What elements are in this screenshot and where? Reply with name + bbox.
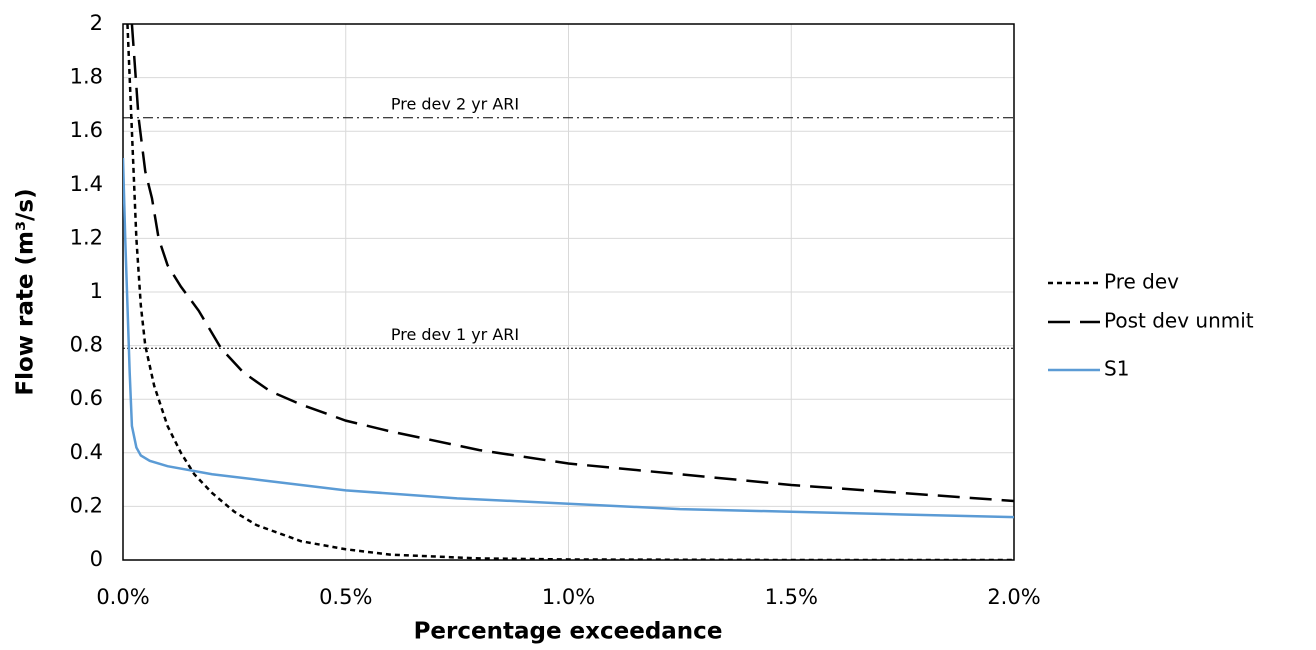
y-tick-label: 1.4 bbox=[70, 172, 103, 196]
series-line bbox=[130, 24, 1014, 503]
y-tick-label: 0.8 bbox=[70, 333, 103, 357]
y-tick-label: 1.2 bbox=[70, 225, 103, 249]
x-axis-title: Percentage exceedance bbox=[414, 619, 723, 645]
y-tick-label: 1 bbox=[90, 279, 103, 303]
y-tick-label: 1.8 bbox=[70, 65, 103, 89]
reference-label: Pre dev 2 yr ARI bbox=[391, 94, 519, 113]
legend-label: S1 bbox=[1104, 357, 1129, 381]
plot-lines bbox=[123, 24, 1014, 560]
x-tick-label: 0.5% bbox=[319, 585, 372, 609]
legend-label: Post dev unmit bbox=[1104, 309, 1254, 333]
legend-label: Pre dev bbox=[1104, 270, 1179, 294]
x-tick-label: 2.0% bbox=[987, 585, 1040, 609]
y-tick-label: 0.4 bbox=[70, 440, 103, 464]
y-tick-label: 1.6 bbox=[70, 118, 103, 142]
reference-label: Pre dev 1 yr ARI bbox=[391, 325, 519, 344]
y-tick-label: 0 bbox=[90, 547, 103, 571]
series-line bbox=[126, 24, 1014, 560]
y-axis-title: Flow rate (m³/s) bbox=[13, 188, 39, 395]
y-tick-label: 2 bbox=[90, 11, 103, 35]
y-tick-label: 0.2 bbox=[70, 493, 103, 517]
series-line bbox=[123, 157, 1014, 519]
x-tick-label: 0.0% bbox=[96, 585, 149, 609]
x-tick-label: 1.5% bbox=[765, 585, 818, 609]
y-tick-label: 0.6 bbox=[70, 386, 103, 410]
x-tick-label: 1.0% bbox=[542, 585, 595, 609]
